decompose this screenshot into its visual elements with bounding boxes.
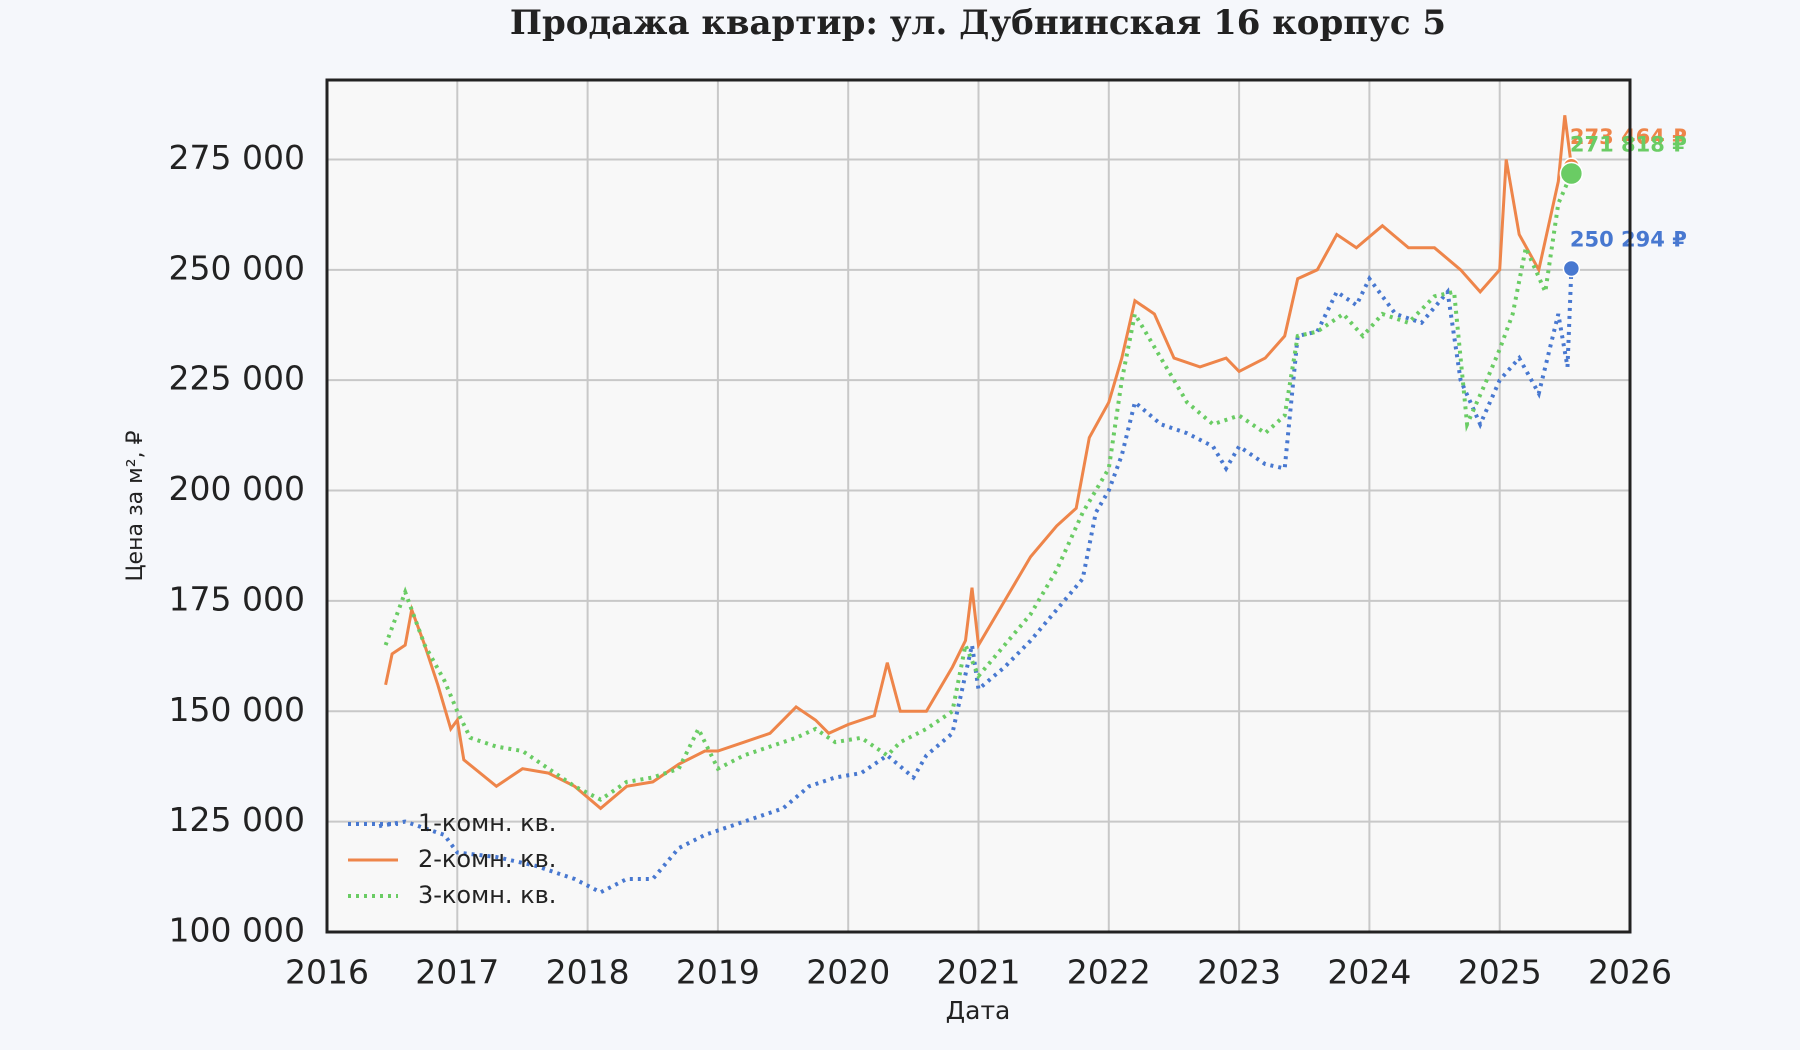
legend-label: 3-комн. кв. <box>418 881 556 909</box>
y-tick-label: 275 000 <box>169 138 305 177</box>
x-tick-label: 2026 <box>1588 953 1672 992</box>
series-line <box>384 115 1573 811</box>
x-tick-label: 2021 <box>937 953 1021 992</box>
x-tick-label: 2024 <box>1327 953 1411 992</box>
y-tick-label: 175 000 <box>169 579 305 618</box>
series-line <box>383 172 1574 802</box>
end-point <box>1562 259 1581 278</box>
x-tick-label: 2016 <box>285 953 369 992</box>
x-tick-label: 2019 <box>676 953 760 992</box>
series-line <box>378 268 1574 895</box>
end-point <box>1559 161 1584 186</box>
x-tick-label: 2025 <box>1458 953 1542 992</box>
legend-label: 1-комн. кв. <box>418 809 556 837</box>
y-tick-label: 225 000 <box>169 359 305 398</box>
x-axis-label: Дата <box>946 996 1011 1025</box>
y-tick-label: 125 000 <box>169 800 305 839</box>
y-tick-label: 200 000 <box>169 469 305 508</box>
annotation: 273 464 ₽ <box>1570 125 1687 149</box>
x-tick-label: 2017 <box>415 953 499 992</box>
annotation: 271 818 ₽ <box>1570 133 1687 157</box>
x-tick-label: 2023 <box>1197 953 1281 992</box>
x-tick-label: 2018 <box>546 953 630 992</box>
y-tick-label: 100 000 <box>169 911 305 950</box>
y-tick-label: 250 000 <box>169 248 305 287</box>
y-tick-label: 150 000 <box>169 690 305 729</box>
plot-frame <box>325 78 1632 934</box>
legend-label: 2-комн. кв. <box>418 845 556 873</box>
chart-title: Продажа квартир: ул. Дубнинская 16 корпу… <box>510 3 1446 43</box>
x-tick-label: 2020 <box>806 953 890 992</box>
x-tick-label: 2022 <box>1067 953 1151 992</box>
y-axis-label: Цена за м², ₽ <box>123 430 148 581</box>
annotation: 250 294 ₽ <box>1570 228 1687 252</box>
